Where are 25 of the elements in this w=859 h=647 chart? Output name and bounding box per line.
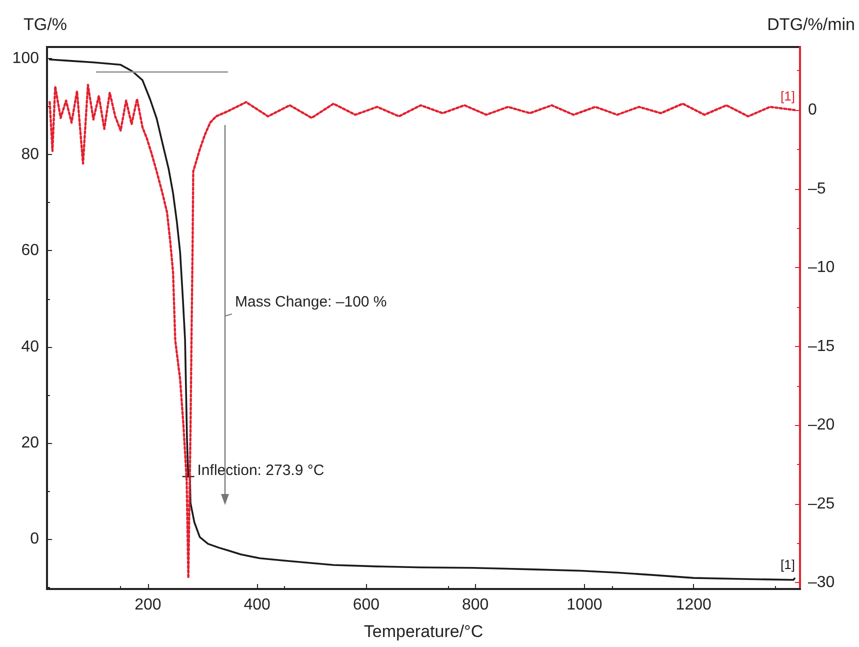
series-label: [1] (780, 88, 796, 104)
y-tick-label: 40 (21, 338, 40, 356)
y-tick-label: 60 (21, 242, 40, 260)
y-tick-label: 0 (30, 530, 40, 548)
y-tick-label: 80 (21, 146, 40, 164)
x-tick-label: 800 (462, 596, 489, 614)
x-tick-label: 1000 (566, 596, 602, 614)
y2-tick-label: –30 (808, 574, 835, 592)
y2-tick-label: –20 (808, 416, 835, 434)
series-label: [1] (780, 556, 796, 572)
x-tick-label: 400 (244, 596, 271, 614)
y-tick-label: 100 (12, 50, 40, 68)
y2-axis-title: DTG/%/min (767, 15, 855, 34)
y2-tick-label: –15 (808, 338, 835, 355)
y-tick-label: 20 (21, 434, 40, 452)
y2-tick-label: –10 (808, 259, 835, 276)
y2-tick-label: –25 (808, 495, 835, 512)
y2-tick-label: 0 (808, 102, 817, 119)
x-axis-title: Temperature/°C (364, 622, 484, 641)
x-tick-label: 600 (352, 596, 380, 614)
y-axis-title: TG/% (24, 15, 67, 34)
x-tick-label: 200 (134, 596, 162, 614)
annotation: Mass Change: –100 % (235, 294, 387, 310)
y2-tick-label: –5 (808, 180, 826, 198)
x-tick-label: 1200 (676, 596, 712, 614)
